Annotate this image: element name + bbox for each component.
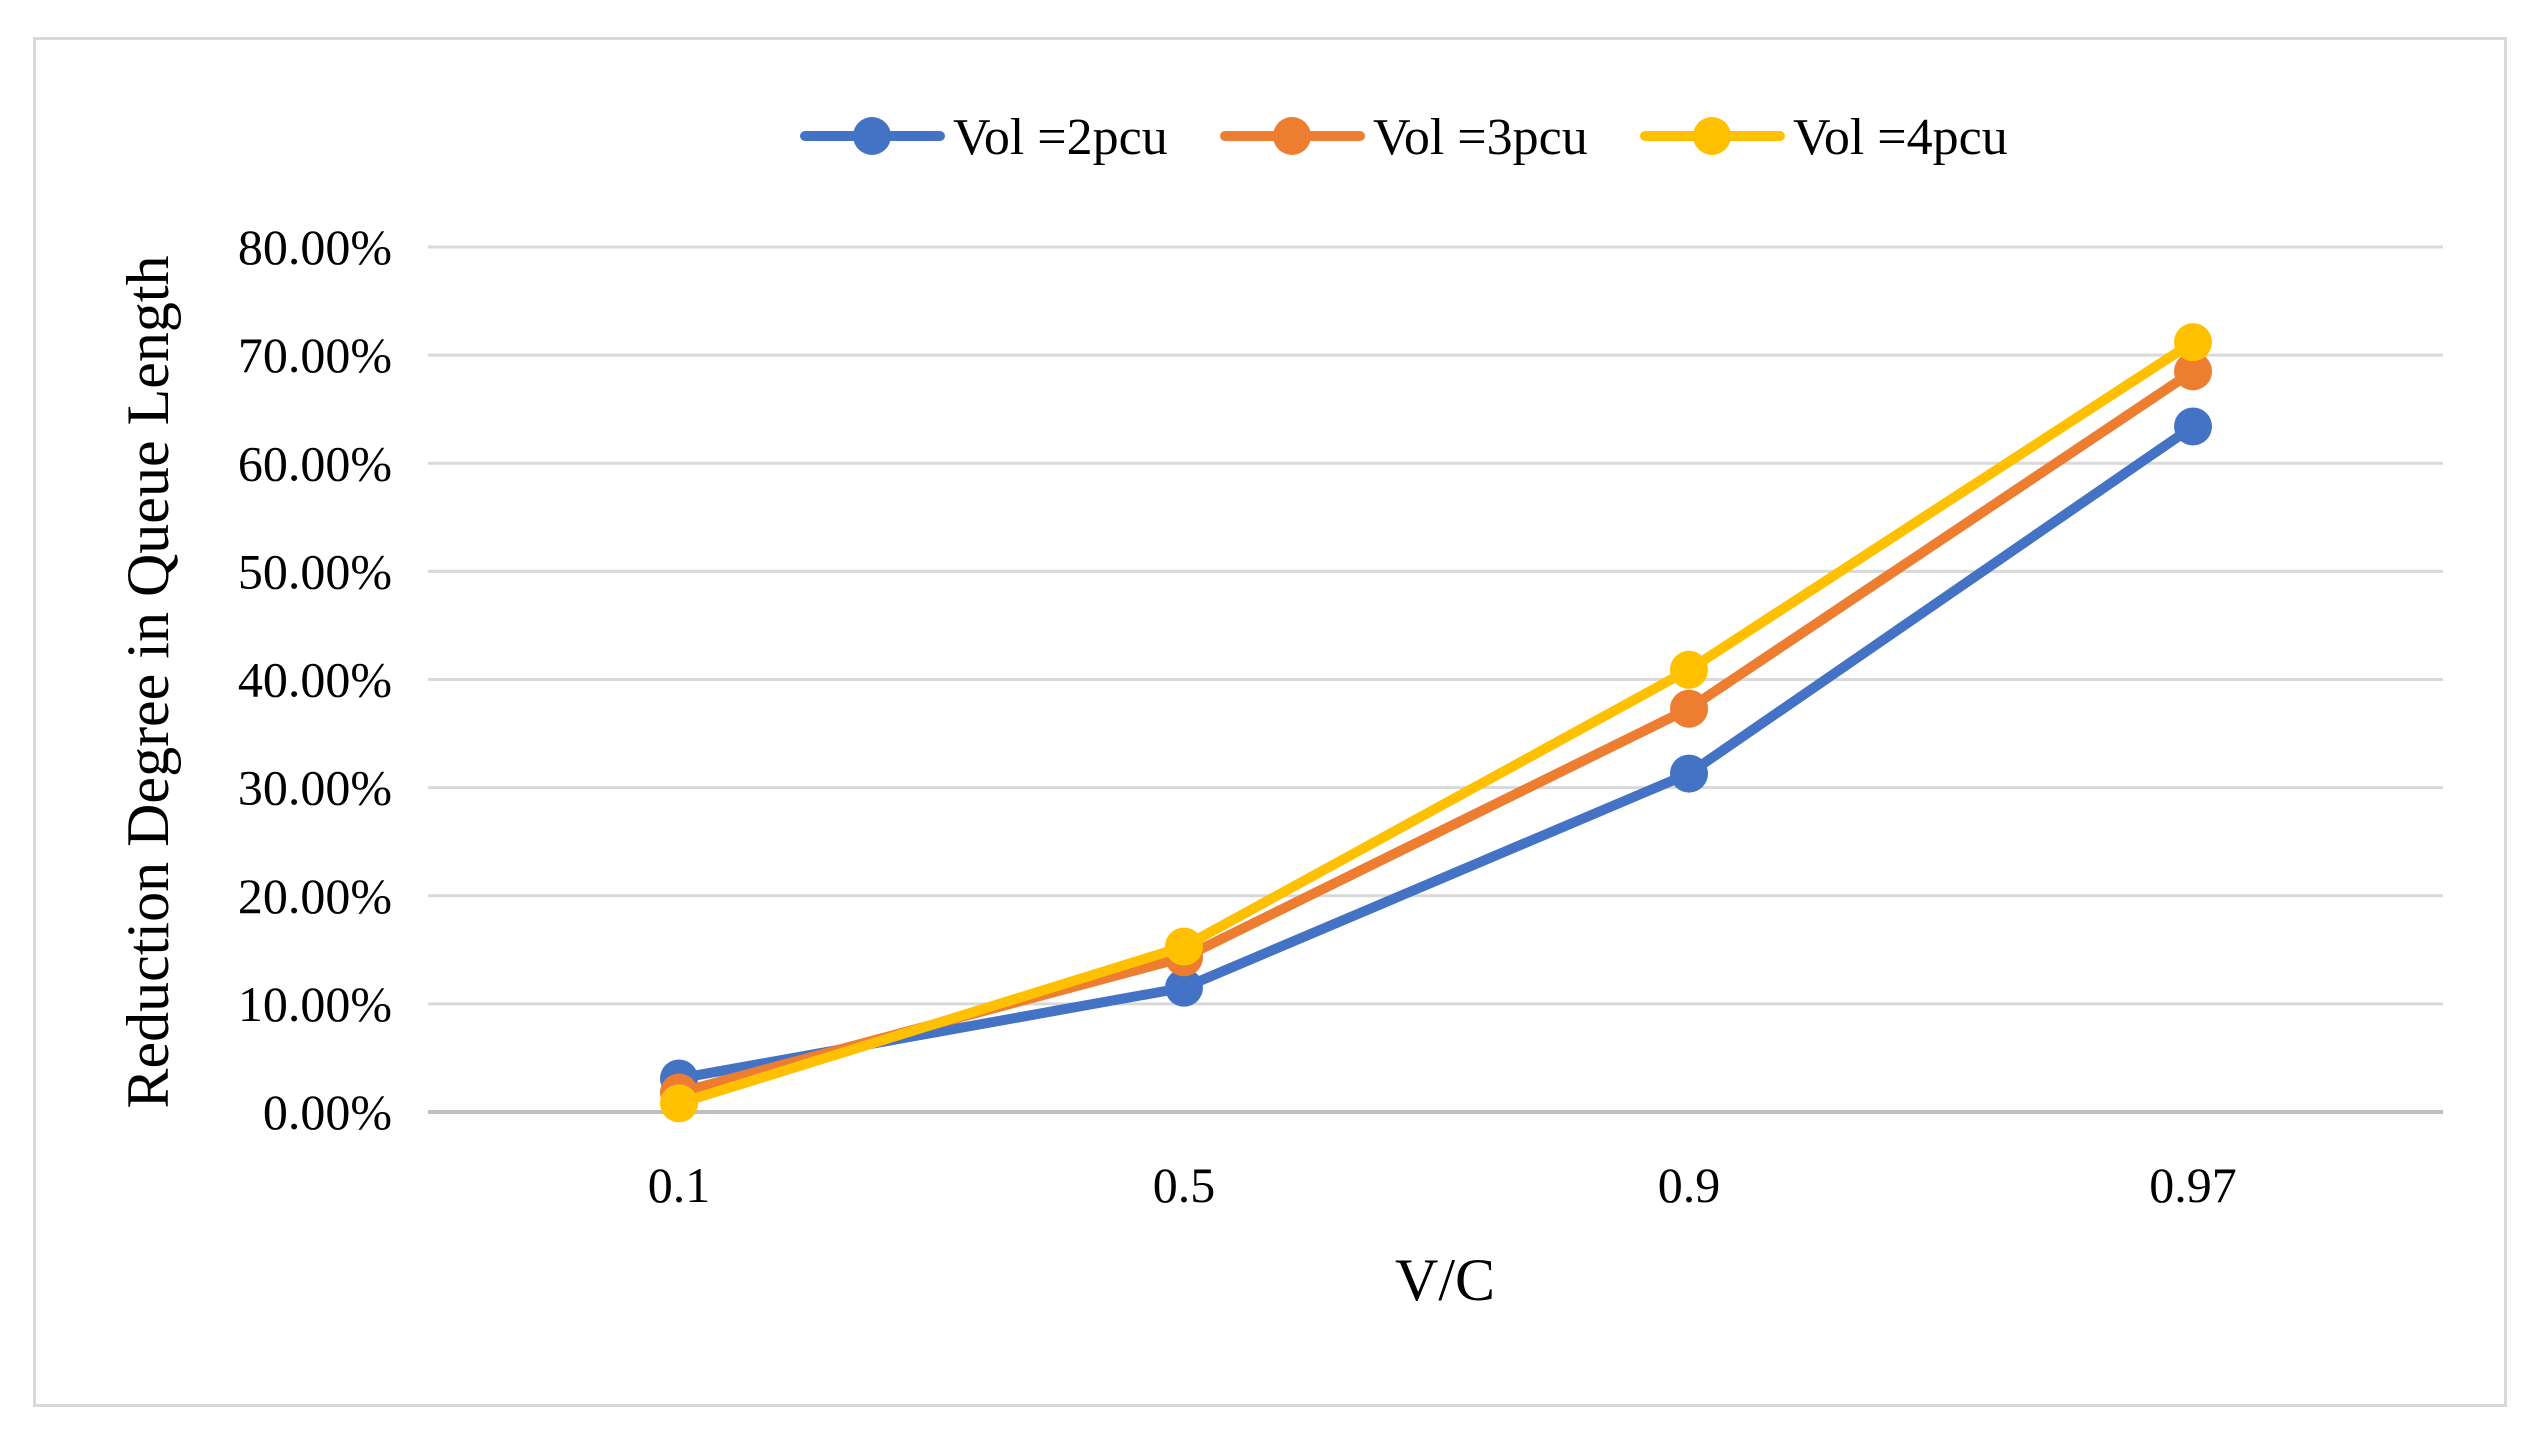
legend-swatch-marker [1693, 117, 1731, 155]
series-line [674, 366, 2198, 1098]
x-tick-label: 0.5 [1153, 1157, 1216, 1213]
series-line [674, 337, 2198, 1109]
x-tick-label: 0.1 [648, 1157, 711, 1213]
series-lines [660, 323, 2212, 1123]
legend: Vol =2pcu Vol =3pcu Vol =4pcu [800, 109, 2008, 166]
gridlines [428, 245, 2443, 1114]
legend-label: Vol =2pcu [953, 109, 1168, 166]
y-tick-label: 60.00% [238, 435, 392, 491]
series-line [674, 421, 2198, 1084]
y-tick-label: 20.00% [238, 868, 392, 924]
x-tick-label: 0.9 [1658, 1157, 1721, 1213]
y-tick-label: 40.00% [238, 652, 392, 708]
y-tick-label: 10.00% [238, 976, 392, 1032]
data-point [2174, 407, 2212, 446]
x-tick-label: 0.97 [2149, 1157, 2237, 1213]
chart-frame [33, 37, 2507, 1407]
legend-item: Vol =4pcu [1640, 109, 2008, 166]
data-point [1165, 927, 1203, 966]
data-point [1670, 650, 1708, 689]
series-2 [660, 352, 2212, 1112]
y-tick-label: 0.00% [263, 1084, 392, 1140]
legend-item: Vol =3pcu [1220, 109, 1588, 166]
x-axis-ticks: 0.1 0.5 0.9 0.97 [648, 1157, 2237, 1213]
data-point [2174, 323, 2212, 362]
series-3 [660, 323, 2212, 1123]
data-point [660, 1084, 698, 1123]
data-point [1165, 968, 1203, 1007]
x-axis-title: V/C [1395, 1247, 1495, 1313]
y-tick-label: 80.00% [238, 219, 392, 275]
y-tick-label: 50.00% [238, 543, 392, 599]
y-axis-title: Reduction Degree in Queue Length [115, 255, 181, 1108]
legend-swatch-marker [853, 117, 891, 155]
y-tick-label: 30.00% [238, 760, 392, 816]
y-tick-label: 70.00% [238, 327, 392, 383]
legend-item: Vol =2pcu [800, 109, 1168, 166]
legend-swatch-marker [1273, 117, 1311, 155]
legend-label: Vol =3pcu [1373, 109, 1588, 166]
data-point [2174, 352, 2212, 391]
legend-label: Vol =4pcu [1793, 109, 2008, 166]
series-1 [660, 407, 2212, 1098]
data-point [1670, 754, 1708, 793]
y-axis-ticks: 0.00% 10.00% 20.00% 30.00% 40.00% 50.00% 60.00… [238, 219, 392, 1140]
data-point [1670, 689, 1708, 728]
